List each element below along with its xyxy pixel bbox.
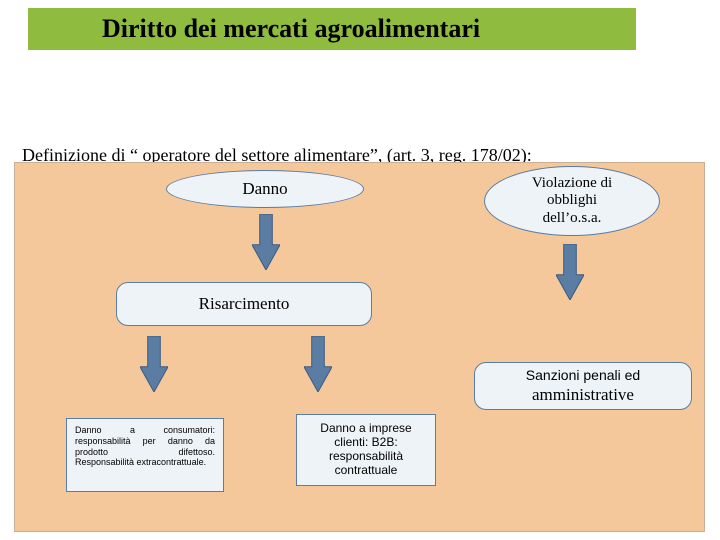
node-consumatori-label: Danno a consumatori: responsabilità per … — [67, 419, 223, 474]
node-imprese-label: Danno a impreseclienti: B2B:responsabili… — [320, 422, 411, 477]
page-title: Diritto dei mercati agroalimentari — [102, 14, 480, 44]
node-violazione: Violazione diobblighidell’o.s.a. — [484, 166, 660, 236]
node-sanzioni: Sanzioni penali edamministrative — [474, 362, 692, 410]
node-risarcimento-label: Risarcimento — [199, 294, 290, 314]
arrow-1 — [556, 244, 584, 300]
arrow-3 — [304, 336, 332, 392]
node-risarcimento: Risarcimento — [116, 282, 372, 326]
node-imprese: Danno a impreseclienti: B2B:responsabili… — [296, 414, 436, 486]
node-danno: Danno — [166, 170, 364, 208]
arrow-0 — [252, 214, 280, 270]
node-violazione-label: Violazione diobblighidell’o.s.a. — [532, 175, 612, 227]
node-sanzioni-label: Sanzioni penali edamministrative — [526, 367, 640, 406]
arrow-2 — [140, 336, 168, 392]
node-danno-label: Danno — [242, 179, 287, 199]
node-consumatori: Danno a consumatori: responsabilità per … — [66, 418, 224, 492]
